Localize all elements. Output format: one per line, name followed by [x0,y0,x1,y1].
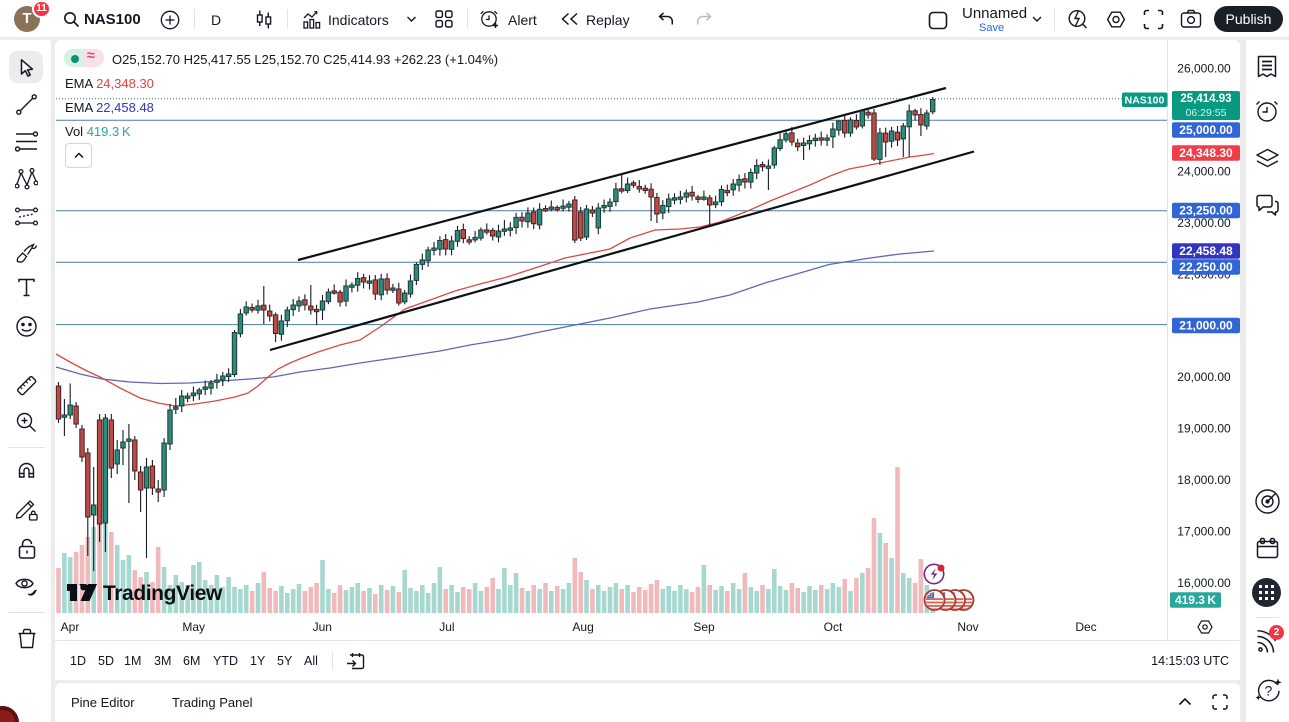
svg-text:Sep: Sep [693,620,715,634]
svg-text:Dec: Dec [1075,620,1096,634]
svg-text:20,000.00: 20,000.00 [1177,370,1231,384]
svg-text:22,458.48: 22,458.48 [1179,244,1233,258]
svg-text:Apr: Apr [61,620,80,634]
svg-text:16,000.00: 16,000.00 [1177,576,1231,590]
svg-text:06:29:55: 06:29:55 [1186,107,1227,119]
svg-text:18,000.00: 18,000.00 [1177,473,1231,487]
svg-text:21,000.00: 21,000.00 [1179,319,1233,333]
svg-text:25,000.00: 25,000.00 [1179,123,1233,137]
svg-text:Jun: Jun [313,620,332,634]
svg-text:?: ? [1265,683,1273,699]
svg-text:26,000.00: 26,000.00 [1177,62,1231,76]
svg-text:Aug: Aug [572,620,593,634]
svg-text:22,250.00: 22,250.00 [1179,260,1233,274]
svg-text:419.3 K: 419.3 K [1175,593,1216,607]
svg-text:24,000.00: 24,000.00 [1177,165,1231,179]
svg-text:23,000.00: 23,000.00 [1177,216,1231,230]
svg-text:23,250.00: 23,250.00 [1179,204,1233,218]
svg-text:May: May [182,620,205,634]
svg-text:24,348.30: 24,348.30 [1179,146,1233,160]
svg-text:Jul: Jul [439,620,454,634]
svg-text:17,000.00: 17,000.00 [1177,525,1231,539]
svg-text:Oct: Oct [824,620,843,634]
svg-text:Nov: Nov [957,620,978,634]
svg-text:19,000.00: 19,000.00 [1177,422,1231,436]
svg-text:NAS100: NAS100 [1125,95,1165,107]
svg-text:25,414.93: 25,414.93 [1180,93,1231,105]
svg-text:TradingView: TradingView [103,582,223,605]
